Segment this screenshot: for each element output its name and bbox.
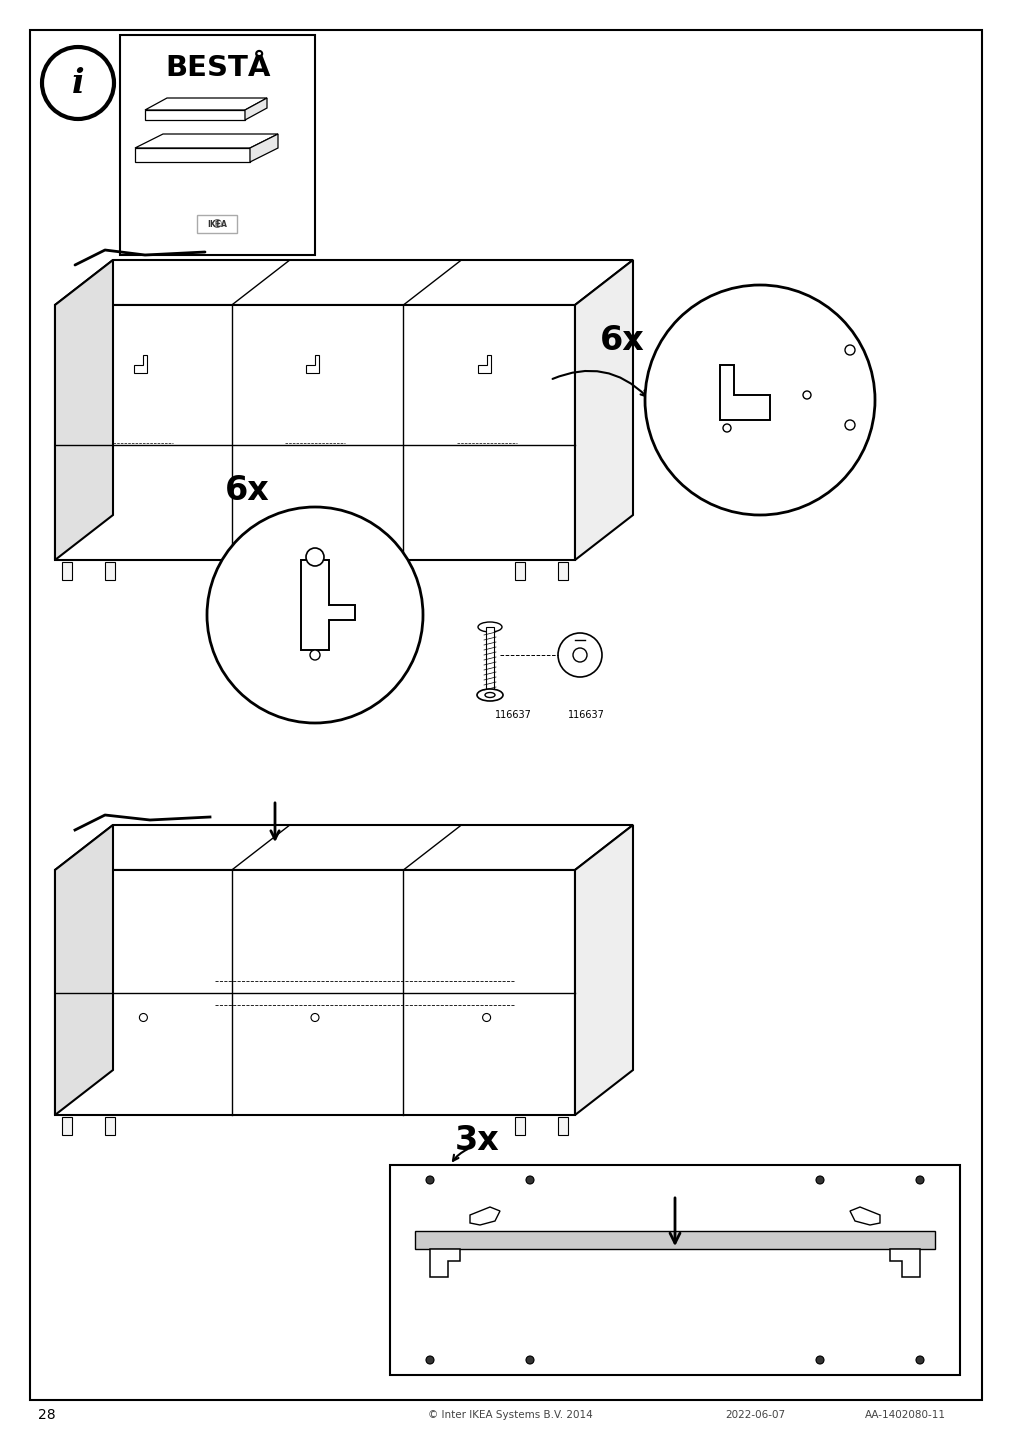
Text: 6x: 6x <box>600 324 644 357</box>
Circle shape <box>42 47 114 119</box>
Bar <box>557 561 567 580</box>
Polygon shape <box>55 871 574 1116</box>
Text: 2022-06-07: 2022-06-07 <box>724 1411 785 1421</box>
Bar <box>515 561 525 580</box>
Circle shape <box>815 1176 823 1184</box>
Bar <box>515 1117 525 1136</box>
Text: BESTÅ: BESTÅ <box>165 54 271 82</box>
Circle shape <box>426 1176 434 1184</box>
Polygon shape <box>55 305 574 560</box>
Polygon shape <box>430 1249 460 1277</box>
Circle shape <box>557 633 602 677</box>
Polygon shape <box>300 560 355 650</box>
Circle shape <box>140 1014 148 1021</box>
Circle shape <box>572 649 586 662</box>
Circle shape <box>426 1356 434 1365</box>
Bar <box>105 561 115 580</box>
Circle shape <box>722 424 730 432</box>
Circle shape <box>482 1014 490 1021</box>
Text: AA-1402080-11: AA-1402080-11 <box>863 1411 944 1421</box>
Polygon shape <box>55 261 113 560</box>
Polygon shape <box>574 261 632 560</box>
Polygon shape <box>55 261 632 305</box>
Polygon shape <box>849 1207 880 1224</box>
Polygon shape <box>145 110 245 120</box>
Polygon shape <box>245 97 267 120</box>
Bar <box>120 34 314 255</box>
Polygon shape <box>55 825 632 871</box>
Circle shape <box>305 548 324 566</box>
Text: 6x: 6x <box>224 474 270 507</box>
Bar <box>62 561 72 580</box>
Polygon shape <box>134 147 250 162</box>
Circle shape <box>207 507 423 723</box>
Text: ®: ® <box>210 219 223 232</box>
Polygon shape <box>134 135 278 147</box>
Circle shape <box>915 1356 923 1365</box>
Circle shape <box>844 345 854 355</box>
Bar <box>197 215 237 233</box>
Polygon shape <box>719 365 769 420</box>
Text: 28: 28 <box>38 1408 56 1422</box>
Circle shape <box>644 285 875 516</box>
Ellipse shape <box>476 689 502 702</box>
Polygon shape <box>145 97 267 110</box>
Circle shape <box>310 1014 318 1021</box>
Polygon shape <box>55 825 113 1116</box>
Text: 116637: 116637 <box>567 710 605 720</box>
Text: i: i <box>72 66 84 99</box>
Polygon shape <box>305 355 318 372</box>
Polygon shape <box>889 1249 919 1277</box>
Text: IKEA: IKEA <box>207 219 226 229</box>
Circle shape <box>815 1356 823 1365</box>
Ellipse shape <box>484 693 494 697</box>
Circle shape <box>844 420 854 430</box>
Circle shape <box>802 391 810 400</box>
Ellipse shape <box>477 621 501 632</box>
Circle shape <box>309 650 319 660</box>
Polygon shape <box>134 355 148 372</box>
Bar <box>415 1232 934 1249</box>
Polygon shape <box>574 825 632 1116</box>
Text: 3x: 3x <box>455 1124 499 1157</box>
Circle shape <box>915 1176 923 1184</box>
Text: 115444: 115444 <box>252 589 262 626</box>
Polygon shape <box>469 1207 499 1224</box>
Text: 115443: 115443 <box>669 381 679 418</box>
Text: © Inter IKEA Systems B.V. 2014: © Inter IKEA Systems B.V. 2014 <box>428 1411 591 1421</box>
Circle shape <box>526 1176 534 1184</box>
Bar <box>557 1117 567 1136</box>
Polygon shape <box>250 135 278 162</box>
Text: 116637: 116637 <box>494 710 532 720</box>
Circle shape <box>526 1356 534 1365</box>
Bar <box>389 1166 959 1375</box>
Bar <box>105 1117 115 1136</box>
Bar <box>62 1117 72 1136</box>
Polygon shape <box>477 355 490 372</box>
Bar <box>485 627 493 690</box>
